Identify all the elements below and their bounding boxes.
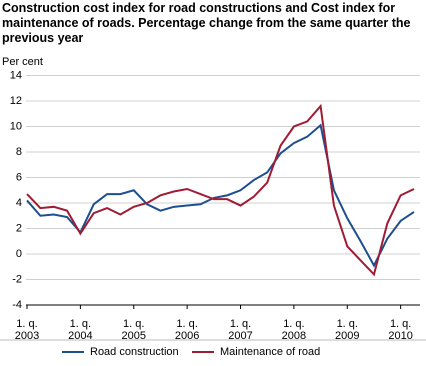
y-tick-label: -4: [12, 299, 22, 311]
x-tick-label: 1. q. 2008: [281, 318, 307, 342]
y-tick-label: 6: [16, 171, 22, 183]
y-tick-label: 2: [16, 222, 22, 234]
legend-label: Maintenance of road: [220, 346, 320, 358]
x-tick-label: 1. q. 2006: [174, 318, 200, 342]
x-tick-label: 1. q. 2007: [228, 318, 253, 342]
y-tick-label: -2: [12, 273, 22, 285]
data-line: [26, 123, 415, 268]
y-tick-label: 8: [16, 146, 22, 158]
x-tick-label: 1. q. 2009: [335, 318, 360, 342]
x-tick-label: 1. q. 2005: [121, 318, 146, 342]
x-tick-label: 1. q. 2004: [68, 318, 93, 342]
legend-label: Road construction: [90, 346, 179, 358]
y-tick-label: 14: [10, 69, 22, 81]
data-line: [26, 103, 415, 277]
chart-title: Construction cost index for road constru…: [2, 1, 411, 45]
y-axis-label: Per cent: [2, 56, 43, 68]
y-tick-label: 0: [16, 248, 22, 260]
x-tick-label: 1. q. 2003: [14, 318, 40, 342]
y-tick-label: 4: [16, 197, 22, 209]
y-tick-label: 12: [10, 95, 22, 107]
y-tick-label: 10: [10, 120, 22, 132]
x-tick-label: 1. q. 2010: [388, 318, 413, 342]
